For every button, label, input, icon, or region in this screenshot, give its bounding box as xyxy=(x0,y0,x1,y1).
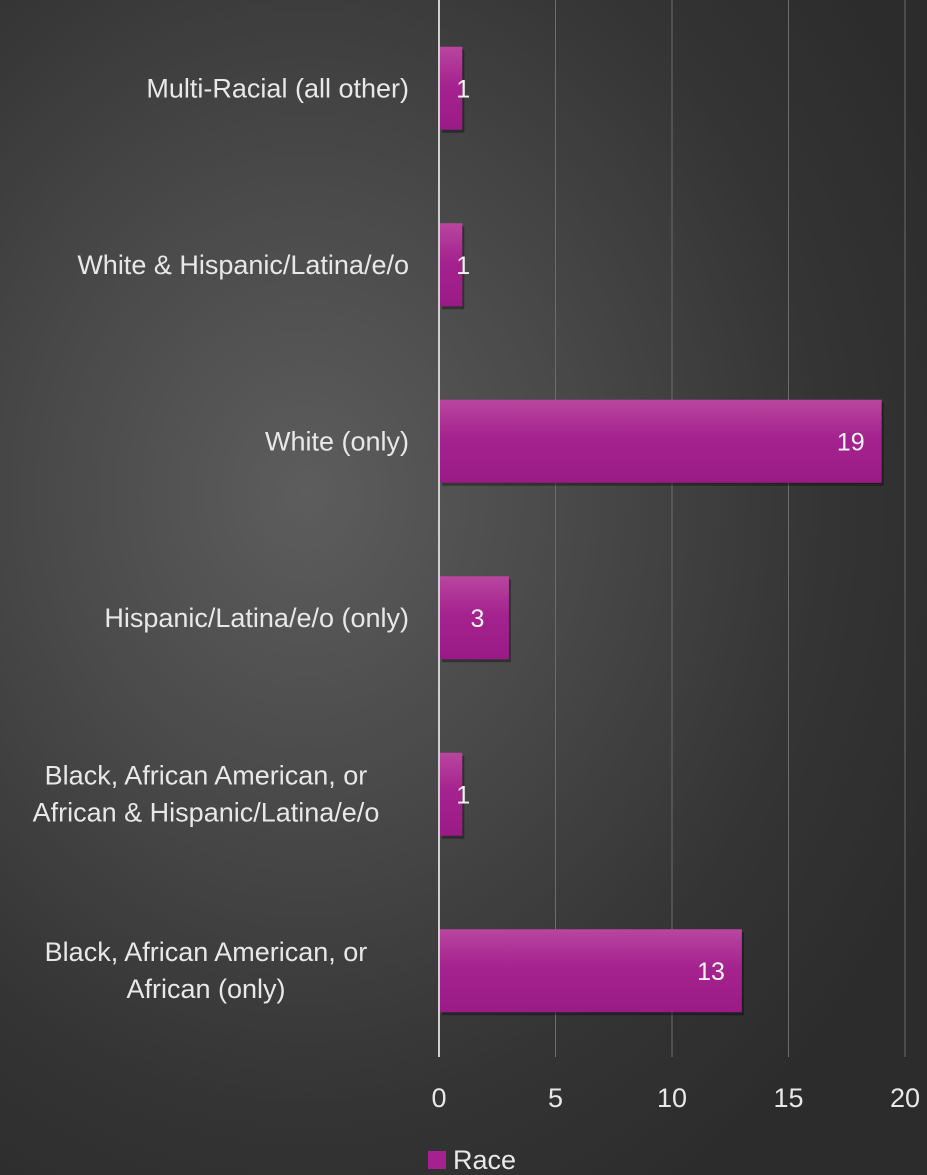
bar-3 xyxy=(440,576,509,660)
x-tick-label-10: 10 xyxy=(657,1083,687,1113)
data-label-1: 1 xyxy=(456,252,470,280)
category-label-1: White & Hispanic/Latina/e/o xyxy=(77,250,409,280)
legend: Race xyxy=(428,1145,516,1175)
x-tick-labels: 0 5 10 15 20 xyxy=(431,1083,920,1113)
category-label-5: Black, African American, or African (only… xyxy=(45,937,368,1004)
data-label-5: 13 xyxy=(697,958,725,986)
x-tick-label-0: 0 xyxy=(431,1083,446,1113)
data-label-3: 3 xyxy=(470,605,484,633)
legend-label-race: Race xyxy=(453,1145,516,1175)
data-label-4: 1 xyxy=(456,781,470,809)
bars xyxy=(440,46,884,1016)
bar-0 xyxy=(440,46,463,130)
data-labels: 1 1 19 3 1 13 xyxy=(456,75,865,986)
category-labels: Multi-Racial (all other) White & Hispanic… xyxy=(33,73,409,1004)
data-label-2: 19 xyxy=(837,428,865,456)
bar-2 xyxy=(440,399,882,483)
x-tick-label-20: 20 xyxy=(890,1083,920,1113)
category-label-line: African & Hispanic/Latina/e/o xyxy=(33,797,380,827)
category-label-4: Black, African American, or African & His… xyxy=(33,760,380,827)
bar-1 xyxy=(440,223,463,307)
category-label-0: Multi-Racial (all other) xyxy=(146,73,409,103)
gridlines xyxy=(555,0,906,1057)
bar-4 xyxy=(440,752,463,836)
category-label-3: Hispanic/Latina/e/o (only) xyxy=(104,603,409,633)
x-tick-label-5: 5 xyxy=(548,1083,563,1113)
data-label-0: 1 xyxy=(456,75,470,103)
category-label-line: African (only) xyxy=(126,974,285,1004)
category-label-line: Black, African American, or xyxy=(45,760,368,790)
legend-swatch-race xyxy=(428,1151,446,1169)
category-label-line: Black, African American, or xyxy=(45,937,368,967)
x-tick-label-15: 15 xyxy=(773,1083,803,1113)
bar-5 xyxy=(440,929,742,1013)
category-label-2: White (only) xyxy=(265,426,409,456)
